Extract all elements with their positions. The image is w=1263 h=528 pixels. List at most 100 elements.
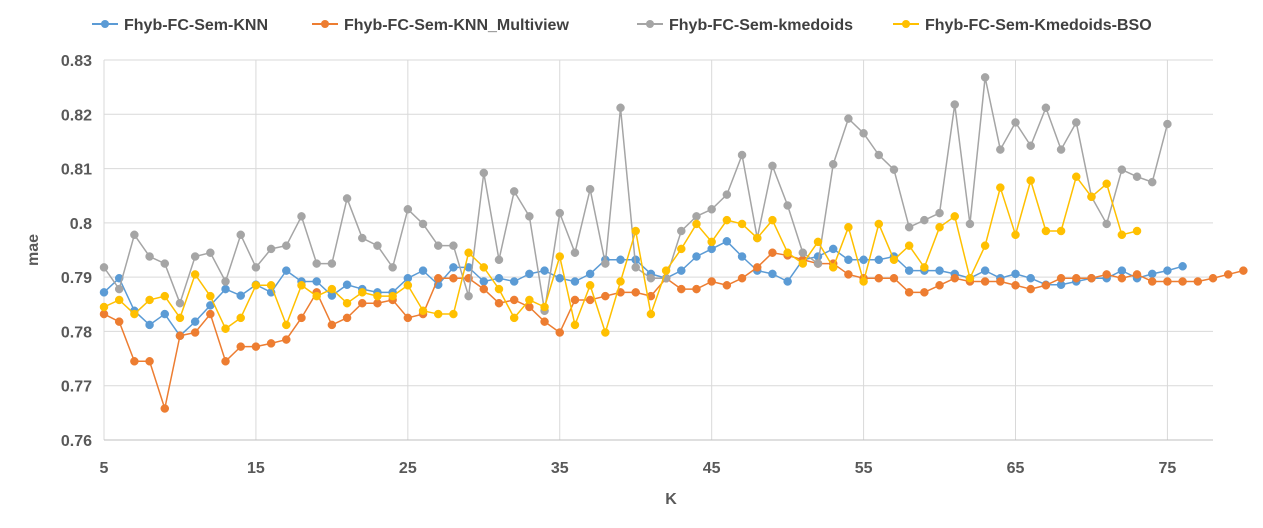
data-point xyxy=(1117,266,1127,275)
data-point xyxy=(494,273,504,283)
data-point xyxy=(950,100,959,109)
data-point xyxy=(1072,273,1081,283)
data-point xyxy=(677,284,686,294)
data-point xyxy=(692,212,701,221)
data-point xyxy=(874,273,884,283)
data-point xyxy=(479,168,489,178)
data-point xyxy=(418,219,428,229)
data-point xyxy=(996,145,1005,154)
data-point xyxy=(1132,270,1142,279)
data-point xyxy=(585,295,595,305)
data-point xyxy=(616,255,625,265)
data-point xyxy=(737,150,747,160)
data-point xyxy=(99,288,109,297)
x-axis-title: K xyxy=(665,491,677,508)
data-point xyxy=(555,328,564,337)
data-point xyxy=(509,295,519,305)
data-point xyxy=(889,273,899,283)
data-point xyxy=(737,252,747,261)
data-point xyxy=(768,161,777,171)
data-point xyxy=(1178,277,1187,286)
series-Fhyb-FC-Sem-KNN_Multiview xyxy=(99,248,1248,413)
data-point xyxy=(358,288,367,297)
data-point xyxy=(1132,172,1142,181)
data-point xyxy=(114,295,124,305)
data-point xyxy=(798,259,808,268)
data-point xyxy=(555,208,564,218)
data-point xyxy=(99,309,109,319)
data-point xyxy=(160,291,170,301)
data-point xyxy=(1011,269,1020,279)
data-point xyxy=(190,252,200,261)
data-point xyxy=(677,226,686,236)
data-point xyxy=(1163,277,1172,286)
legend: Fhyb-FC-Sem-KNN Fhyb-FC-Sem-KNN_Multiview… xyxy=(92,17,1152,34)
data-point xyxy=(1072,118,1081,127)
data-point xyxy=(904,222,914,232)
data-point xyxy=(753,263,762,272)
data-point xyxy=(99,302,109,312)
y-tick-label: 0.78 xyxy=(61,324,92,341)
data-point xyxy=(464,248,473,257)
data-point xyxy=(358,233,367,243)
data-point xyxy=(99,263,109,272)
data-point xyxy=(889,255,899,265)
data-point xyxy=(570,248,580,257)
data-point xyxy=(904,241,914,250)
data-point xyxy=(251,342,261,351)
data-point xyxy=(251,263,261,272)
data-point xyxy=(1178,262,1187,271)
data-point xyxy=(1132,226,1142,236)
series-lines xyxy=(99,73,1248,413)
data-point xyxy=(707,277,716,286)
data-point xyxy=(844,222,853,232)
data-point xyxy=(1026,141,1035,151)
data-point xyxy=(616,103,625,113)
data-point xyxy=(889,165,899,174)
data-point xyxy=(130,309,139,319)
data-point xyxy=(266,339,276,348)
data-point xyxy=(1087,273,1096,283)
data-point xyxy=(525,295,534,305)
data-point xyxy=(418,306,428,316)
data-point xyxy=(206,309,215,319)
data-point xyxy=(707,237,716,247)
data-point xyxy=(1011,118,1020,127)
data-point xyxy=(449,309,458,319)
data-point xyxy=(145,357,154,366)
data-point xyxy=(813,237,823,247)
data-point xyxy=(449,273,458,283)
data-point xyxy=(950,273,959,283)
data-point xyxy=(1056,273,1066,283)
data-point xyxy=(312,291,321,301)
data-point xyxy=(388,291,397,301)
data-point xyxy=(327,284,337,294)
data-point xyxy=(920,263,929,272)
data-point xyxy=(114,317,124,326)
data-point xyxy=(692,219,701,229)
data-point xyxy=(236,230,245,240)
legend-label: Fhyb-FC-Sem-KNN xyxy=(124,17,268,34)
data-point xyxy=(479,284,489,294)
data-point xyxy=(1041,281,1051,290)
data-point xyxy=(874,255,884,265)
data-point xyxy=(266,281,276,290)
data-point xyxy=(904,288,914,297)
data-point xyxy=(145,252,154,261)
legend-marker xyxy=(646,20,654,28)
y-axis-title: mae xyxy=(25,234,42,266)
y-tick-label: 0.83 xyxy=(61,53,92,70)
data-point xyxy=(783,201,792,210)
data-point xyxy=(996,277,1005,286)
data-point xyxy=(722,215,732,225)
series-Fhyb-FC-Sem-Kmedoids-BSO xyxy=(99,172,1142,337)
data-point xyxy=(859,255,868,265)
data-point xyxy=(828,244,838,254)
data-point xyxy=(768,248,777,257)
data-point xyxy=(874,219,884,229)
data-point xyxy=(342,313,352,323)
data-point xyxy=(251,281,261,290)
data-point xyxy=(965,273,975,283)
data-point xyxy=(707,205,716,214)
